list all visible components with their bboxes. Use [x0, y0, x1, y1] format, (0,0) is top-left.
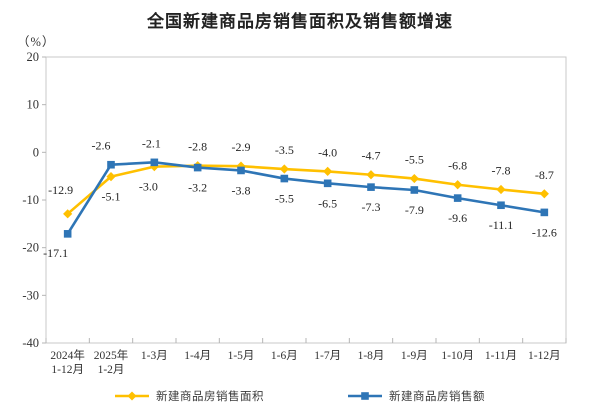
data-point-marker [497, 201, 505, 210]
data-point-label: -7.9 [405, 203, 424, 217]
y-axis-tick-label: 10 [27, 98, 40, 112]
y-axis-tick-label: -20 [22, 241, 39, 255]
x-axis-tick-label: 1-10月 [441, 350, 474, 362]
data-point-label: -6.5 [318, 196, 337, 210]
data-point-label: -3.0 [139, 180, 158, 194]
data-point-label: -3.2 [188, 181, 207, 195]
sales-area-legend-marker-icon [115, 391, 149, 401]
chart-title: 全国新建商品房销售面积及销售额增速 [147, 12, 453, 31]
data-point-marker [193, 163, 202, 172]
data-point-label: -12.6 [532, 225, 557, 239]
data-point-marker [410, 186, 419, 194]
data-point-label: -5.5 [405, 153, 424, 167]
plot-area-border [45, 56, 567, 344]
legend-item-sales-area: 新建商品房销售面积 [115, 388, 264, 404]
sales-amount-legend-marker-icon [348, 392, 382, 400]
legend-label-sales-amount: 新建商品房销售额 [389, 391, 485, 403]
legend-square-icon [361, 392, 369, 400]
data-point-marker [107, 160, 115, 169]
x-axis-tick-label: 2024年 1-12月 [50, 348, 85, 376]
y-axis-tick-label: -10 [22, 193, 39, 207]
data-point-label: -12.9 [48, 183, 73, 197]
x-axis-tick-label: 1-6月 [271, 350, 298, 362]
x-axis-tick-label: 1-8月 [358, 350, 385, 362]
data-point-marker [453, 180, 463, 190]
x-axis-tick-label: 1-7月 [314, 350, 341, 362]
legend-item-sales-amount: 新建商品房销售额 [348, 388, 485, 404]
x-axis-tick-label: 1-11月 [485, 350, 517, 362]
data-point-label: -7.3 [362, 200, 381, 214]
x-axis-tick-label: 1-4月 [184, 350, 211, 362]
data-point-marker [150, 158, 159, 167]
data-point-marker [63, 230, 72, 238]
data-point-marker [366, 170, 376, 180]
series-sales-area: -12.9 -5.1 -3.0 -2.8 -2.9 -3.5 -4.0 -4.7 -5.5 -6.… [48, 140, 554, 219]
data-point-marker [106, 172, 116, 182]
data-point-marker [453, 194, 462, 202]
data-point-marker [540, 208, 549, 217]
y-axis-tick-label: -30 [22, 288, 39, 302]
data-point-label: -9.6 [448, 211, 467, 225]
y-axis-tick-label: -40 [22, 336, 39, 350]
x-axis-tick-label: 2025年 1-2月 [94, 348, 129, 376]
legend-label-sales-area: 新建商品房销售面积 [156, 391, 264, 403]
x-axis: 2024年 1-12月 2025年 1-2月 1-3月 1-4月 1-5月 1-6月 1-7月 1… [45, 338, 567, 376]
data-point-marker [63, 209, 73, 219]
x-axis-tick-label: 1-5月 [228, 350, 255, 362]
data-point-marker [323, 166, 333, 176]
chart-legend: 新建商品房销售面积 新建商品房销售额 [0, 388, 600, 404]
data-point-label: -8.7 [535, 168, 554, 182]
data-point-marker [496, 184, 506, 195]
data-point-label: -3.5 [275, 143, 294, 157]
data-point-marker [539, 189, 549, 199]
data-point-label: -4.0 [318, 145, 337, 159]
data-point-marker [237, 166, 245, 175]
data-point-label: -17.1 [43, 246, 68, 260]
y-axis-tick-label: 20 [27, 50, 40, 64]
data-point-label: -3.8 [232, 183, 251, 197]
y-axis: 20 10 0 -10 -20 -30 -40 [22, 50, 46, 350]
series-line [66, 161, 546, 236]
data-point-label: -2.6 [92, 139, 111, 153]
data-point-marker [279, 164, 289, 174]
data-point-marker [409, 173, 419, 184]
data-point-label: -2.9 [232, 140, 251, 154]
line-chart-plot: 20 10 0 -10 -20 -30 -40 2024年 1-12月 2025年 1-2月 1-3月… [22, 50, 567, 376]
data-point-label: -11.1 [489, 218, 514, 232]
series-sales-amount: -17.1 -2.6 -2.1 -3.2 -3.8 -5.5 -6.5 -7.3 -7.9 -9.… [43, 136, 557, 259]
data-point-label: -5.1 [102, 190, 121, 204]
x-axis-tick-label: 1-12月 [528, 350, 561, 362]
data-point-label: -5.5 [275, 192, 294, 206]
y-axis-unit-label: （%） [17, 35, 56, 49]
legend-diamond-icon [127, 391, 137, 401]
data-point-label: -7.8 [492, 164, 511, 178]
data-point-marker [280, 174, 289, 183]
x-axis-tick-label: 1-3月 [141, 350, 168, 362]
data-point-marker [367, 183, 375, 191]
data-point-label: -4.7 [362, 149, 381, 163]
data-point-label: -6.8 [448, 159, 467, 173]
x-axis-tick-label: 1-9月 [401, 350, 428, 362]
y-axis-tick-label: 0 [33, 145, 39, 159]
data-point-label: -2.1 [142, 136, 161, 150]
data-point-marker [323, 179, 332, 188]
data-point-label: -2.8 [188, 140, 207, 154]
series-line [66, 164, 546, 216]
